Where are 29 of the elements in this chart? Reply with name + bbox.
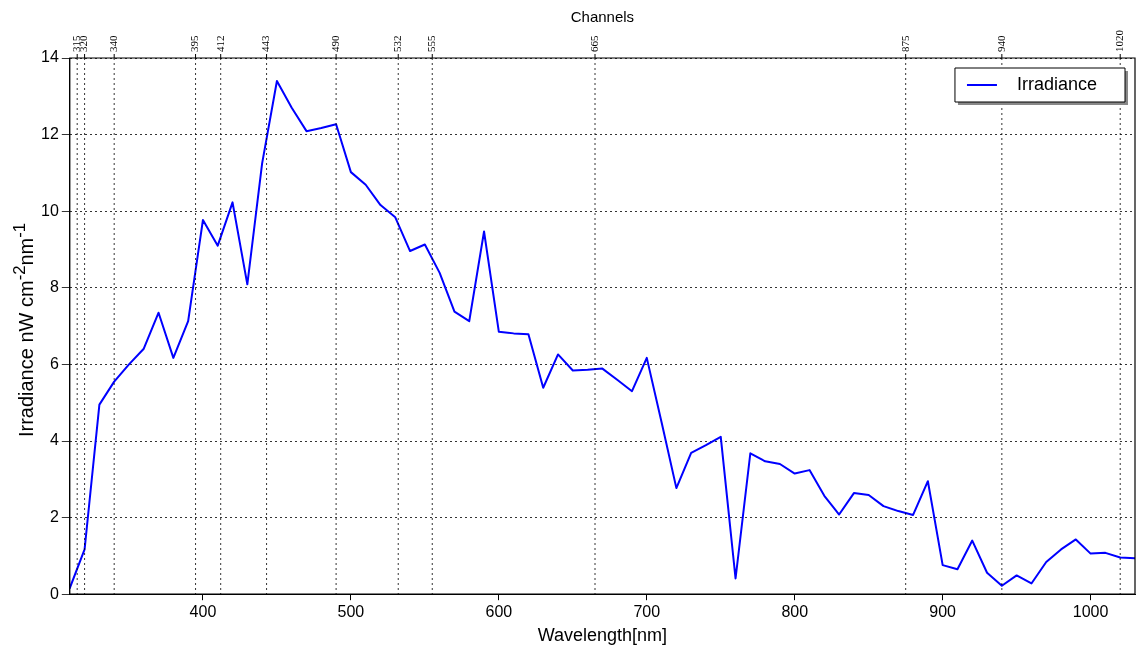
x2-tick-label: 555 <box>425 35 438 52</box>
x-tick-label: 700 <box>633 603 661 621</box>
x2-tick-label: 395 <box>188 35 201 52</box>
y-tick-label: 10 <box>41 201 59 219</box>
y-tick-label: 6 <box>49 354 59 372</box>
x-tick-label: 600 <box>485 603 513 621</box>
x2-axis-title: Channels <box>570 8 635 25</box>
y-tick-label: 14 <box>41 48 59 66</box>
x2-tick-label: 490 <box>328 35 341 52</box>
x2-tick-label: 532 <box>391 35 404 52</box>
x2-tick-label: 875 <box>898 35 911 52</box>
y-tick-label: 0 <box>49 584 59 602</box>
x2-tick-label: 940 <box>994 35 1007 52</box>
x2-tick-label: 665 <box>587 35 600 52</box>
x-tick-label: 900 <box>929 603 957 621</box>
y-tick-label: 8 <box>49 278 59 296</box>
y-tick-label: 4 <box>49 431 59 449</box>
x2-tick-label: 1020 <box>1113 29 1126 52</box>
x2-tick-label: 412 <box>213 35 226 52</box>
x2-tick-label: 340 <box>107 35 120 52</box>
x-tick-label: 500 <box>337 603 365 621</box>
x-tick-label: 800 <box>781 603 809 621</box>
y-tick-label: 12 <box>41 125 59 143</box>
x2-tick-label: 443 <box>259 35 272 52</box>
x-tick-label: 400 <box>189 603 217 621</box>
legend-label: Irradiance <box>1016 73 1097 94</box>
x-axis-title: Wavelength[nm] <box>537 625 668 646</box>
x-tick-label: 1000 <box>1072 603 1109 621</box>
y-tick-label: 2 <box>49 508 59 526</box>
